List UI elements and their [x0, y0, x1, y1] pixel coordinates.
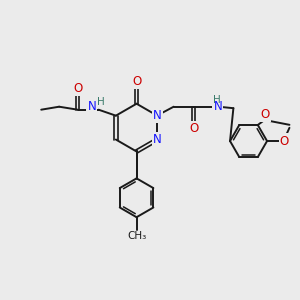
Text: O: O	[261, 108, 270, 121]
Text: N: N	[213, 100, 222, 113]
Text: O: O	[280, 134, 289, 148]
Text: H: H	[213, 95, 221, 105]
Text: N: N	[153, 133, 162, 146]
Text: N: N	[153, 109, 162, 122]
Text: H: H	[97, 97, 105, 107]
Text: O: O	[73, 82, 82, 95]
Text: N: N	[87, 100, 96, 113]
Text: CH₃: CH₃	[127, 231, 146, 241]
Text: O: O	[189, 122, 199, 135]
Text: O: O	[132, 75, 141, 88]
